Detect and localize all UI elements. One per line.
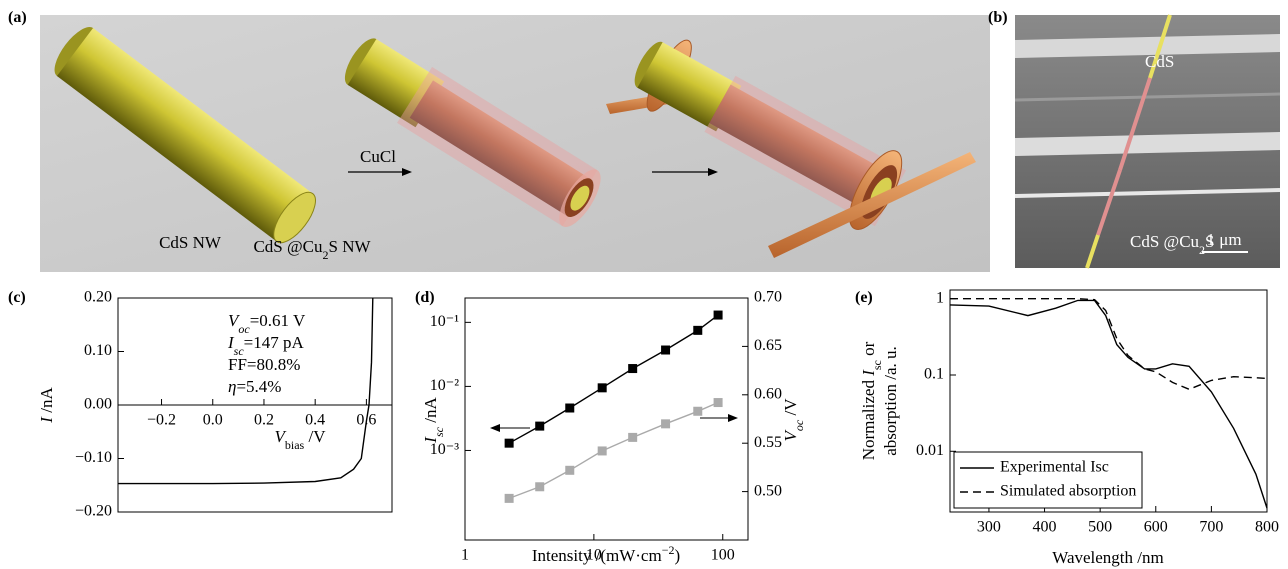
annotation: FF=80.8% [228, 355, 300, 374]
x-tick-label: 1 [461, 547, 469, 564]
legend-box [953, 451, 1143, 509]
marker [535, 421, 545, 431]
x-tick-label: 0.0 [203, 412, 223, 429]
y2-tick-label: 0.50 [754, 482, 782, 499]
x-tick-label: 100 [711, 547, 735, 564]
marker [565, 465, 575, 475]
marker [565, 403, 575, 413]
device-nanowire [634, 39, 907, 230]
core-shell-nanowire [344, 38, 601, 228]
marker [597, 446, 607, 456]
marker [661, 419, 671, 429]
y-tick-label: −0.10 [75, 449, 112, 466]
sem-rail [1014, 188, 1281, 198]
panel-label: (c) [8, 289, 26, 306]
sem-label: CdS [1145, 52, 1174, 71]
marker [661, 345, 671, 355]
scale-label: 1 μm [1206, 230, 1241, 249]
annotation: η=5.4% [228, 377, 281, 396]
x-tick-label: 0.4 [305, 412, 325, 429]
y-tick-label: −0.20 [75, 503, 112, 520]
marker [504, 493, 514, 503]
panel-label: (a) [8, 9, 27, 26]
y-axis-label: Normalized Isc or [859, 341, 884, 460]
x-tick-label: 800 [1255, 519, 1279, 536]
marker [597, 383, 607, 393]
x-axis-label: Vbias /V [275, 427, 327, 452]
y-tick-label: 0.1 [924, 366, 944, 383]
reagent-label: CuCl [360, 147, 396, 166]
y-tick-label: 0.20 [84, 289, 112, 306]
sem-wire [1148, 14, 1172, 79]
annotation: Voc=0.61 V [228, 311, 306, 336]
x-tick-label: 500 [1088, 519, 1112, 536]
arrow-head [402, 168, 412, 176]
marker [693, 406, 703, 416]
sem-label: CdS @Cu2S [1130, 232, 1215, 257]
marker [713, 310, 723, 320]
y-axis-label: I /nA [37, 387, 56, 424]
y-tick-label: 10⁻¹ [430, 313, 459, 330]
sem-electrode [1015, 34, 1280, 58]
series-line [949, 299, 1268, 509]
x-tick-label: 0.2 [254, 412, 274, 429]
sem-wire [1118, 77, 1152, 171]
arrow-head [708, 168, 718, 176]
illustration-label: CdS NW [159, 233, 222, 252]
panel-label: (e) [855, 289, 873, 306]
panel-label: (d) [415, 289, 435, 306]
y-tick-label: 0.00 [84, 396, 112, 413]
y2-axis-label: Voc /V [781, 398, 806, 442]
marker [693, 325, 703, 335]
y2-tick-label: 0.70 [754, 289, 782, 306]
y-tick-label: 10⁻² [430, 377, 459, 394]
marker [504, 438, 514, 448]
x-tick-label: 600 [1144, 519, 1168, 536]
x-axis-label: Wavelength /nm [1052, 548, 1163, 567]
series-line [118, 297, 374, 485]
x-tick-label: 300 [977, 519, 1001, 536]
y-tick-label: 0.10 [84, 342, 112, 359]
y-tick-label: 1 [936, 289, 944, 306]
series-line [950, 298, 1268, 391]
y-tick-label: 0.01 [916, 442, 944, 459]
cds-nanowire [54, 26, 316, 244]
legend-label: Experimental Isc [1000, 459, 1109, 476]
marker [628, 432, 638, 442]
marker [535, 482, 545, 492]
y2-tick-label: 0.55 [754, 434, 782, 451]
x-tick-label: −0.2 [147, 412, 176, 429]
series-line [508, 401, 719, 500]
sem-rail [1014, 92, 1281, 102]
sem-wire [1096, 169, 1122, 236]
axis-arrow-head [728, 414, 738, 422]
panel-label: (b) [988, 9, 1008, 26]
y2-tick-label: 0.65 [754, 337, 782, 354]
y-tick-label: 10⁻³ [430, 441, 459, 458]
electrode-pad [768, 152, 976, 258]
plot-frame [464, 297, 749, 541]
y-axis-label: absorption /a. u. [881, 346, 900, 456]
marker [713, 398, 723, 408]
annotation: Isc=147 pA [227, 333, 305, 358]
x-tick-label: 10 [586, 547, 602, 564]
y2-tick-label: 0.60 [754, 385, 782, 402]
y-axis-label: Isc /nA [421, 397, 446, 444]
x-tick-label: 700 [1199, 519, 1223, 536]
sem-wire [1085, 234, 1100, 269]
x-axis-label: Intensity /(mW·cm−2) [532, 543, 680, 565]
x-tick-label: 400 [1033, 519, 1057, 536]
marker [628, 364, 638, 374]
plot-frame [949, 289, 1268, 513]
series-line [508, 314, 719, 444]
illustration-label: CdS @Cu2S NW [253, 237, 371, 262]
sem-electrode [1015, 132, 1280, 156]
axis-arrow-head [490, 424, 500, 432]
legend-label: Simulated absorption [1000, 483, 1136, 500]
